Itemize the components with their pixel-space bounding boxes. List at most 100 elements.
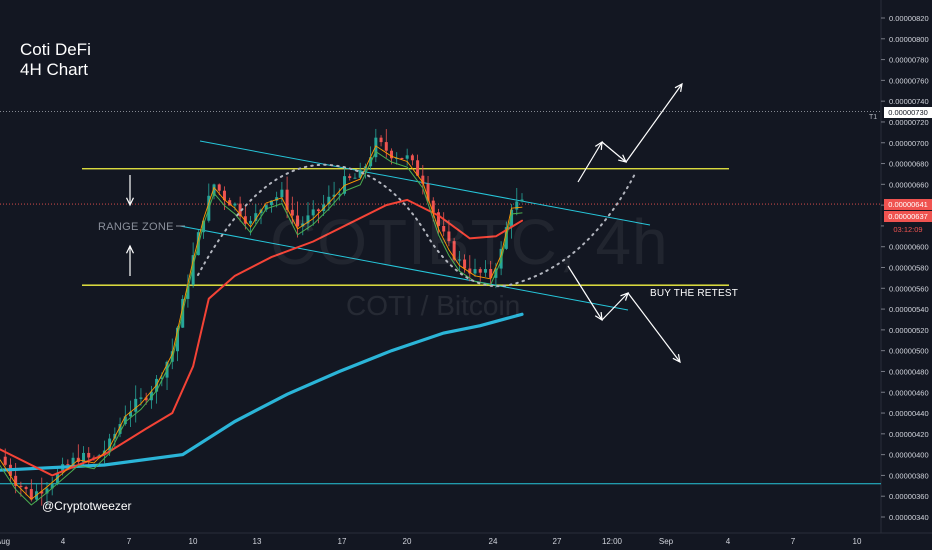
- candle-body: [87, 452, 91, 458]
- candle-body: [478, 269, 482, 273]
- price-tick-label: 0.00000720: [889, 118, 929, 127]
- descending-channel: [179, 140, 651, 311]
- candle-body: [3, 456, 7, 465]
- range-up-arrow-head: [125, 244, 135, 254]
- price-tick-label: 0.00000820: [889, 14, 929, 23]
- candle-body: [400, 157, 404, 159]
- candle-body: [442, 226, 446, 232]
- channel-upper-line: [199, 140, 651, 226]
- candle-body: [186, 284, 190, 299]
- countdown-tag: 03:12:09: [884, 224, 932, 235]
- buy-retest-label: BUY THE RETEST: [650, 288, 739, 299]
- time-tick-label: 12:00: [602, 537, 623, 546]
- candle-body: [520, 199, 524, 202]
- candle-body: [191, 255, 195, 285]
- chart-title: Coti DeFi 4H Chart: [20, 40, 91, 80]
- candle-body: [436, 212, 440, 227]
- time-tick-label: 10: [853, 537, 862, 546]
- price-tick-label: 0.00000500: [889, 347, 929, 356]
- candle-body: [353, 177, 357, 179]
- candle-body: [149, 391, 153, 401]
- chart-title-line2: 4H Chart: [20, 60, 89, 79]
- candle-body: [510, 209, 514, 228]
- time-axis[interactable]: Aug 4 7 10 13 17 20 24 27 12:00 Sep 4 7 10: [0, 537, 862, 546]
- candle-body: [29, 489, 33, 500]
- candle-body: [426, 183, 430, 201]
- candle-body: [416, 160, 420, 176]
- user-drawings: [125, 82, 683, 364]
- candle-body: [457, 259, 461, 261]
- t1-price-tag: 0.00000730: [884, 107, 932, 118]
- candle-body: [379, 137, 383, 143]
- time-tick-label: 17: [338, 537, 347, 546]
- price-tick-label: 0.00000420: [889, 430, 929, 439]
- candle-body: [431, 200, 435, 213]
- ema-price-tag: 0.00000637: [884, 211, 932, 222]
- candle-body: [452, 241, 456, 260]
- candle-body: [14, 475, 18, 486]
- price-tick-label: 0.00000520: [889, 326, 929, 335]
- level-lines: [0, 111, 881, 485]
- symbol-watermark: COTIBTC, 4h: [270, 206, 669, 278]
- pair-watermark: COTI / Bitcoin: [346, 290, 521, 321]
- ema-mid-line: [0, 198, 523, 477]
- candle-body: [118, 424, 122, 434]
- candle-body: [316, 209, 320, 212]
- candle-body: [483, 269, 487, 273]
- target-label: T1: [869, 114, 878, 121]
- candle-body: [71, 457, 75, 466]
- price-tick-label: 0.00000740: [889, 97, 929, 106]
- candle-body: [515, 201, 519, 210]
- candle-body: [217, 184, 221, 191]
- range-zone-label: RANGE ZONE: [98, 221, 174, 233]
- candle-body: [212, 184, 216, 196]
- candle-body: [306, 215, 310, 224]
- candle-body: [473, 269, 477, 274]
- candle-body: [24, 486, 28, 490]
- candle-body: [384, 142, 388, 151]
- candle-body: [374, 137, 378, 158]
- candle-body: [358, 170, 362, 178]
- price-tick-label: 0.00000800: [889, 35, 929, 44]
- candle-body: [254, 213, 258, 221]
- candle-body: [238, 203, 242, 217]
- time-tick-label: 7: [791, 537, 796, 546]
- candle-body: [160, 377, 164, 379]
- candle-body: [129, 411, 132, 417]
- price-tick-label: 0.00000700: [889, 139, 929, 148]
- price-tick-label: 0.00000580: [889, 264, 929, 273]
- candle-body: [19, 485, 23, 487]
- candle-body: [123, 416, 127, 425]
- candle-body: [463, 259, 467, 269]
- price-tick-label: 0.00000560: [889, 284, 929, 293]
- chart-grid: [0, 0, 932, 534]
- candle-body: [264, 205, 268, 210]
- candle-body: [275, 197, 279, 201]
- candle-body: [405, 155, 409, 159]
- down-arrow-1: [601, 141, 627, 163]
- candle-body: [249, 220, 253, 224]
- ema-slow-line: [0, 312, 524, 472]
- time-tick-label: Aug: [0, 537, 10, 546]
- candle-body: [301, 223, 305, 227]
- price-tick-label: 0.00000460: [889, 388, 929, 397]
- candle-body: [468, 268, 472, 274]
- candle-body: [108, 438, 112, 451]
- time-tick-label: 20: [403, 537, 412, 546]
- range-down-arrow-head: [125, 197, 135, 207]
- moving-averages: [0, 145, 524, 506]
- price-tick-label: 0.00000680: [889, 160, 929, 169]
- time-tick-label: 24: [489, 537, 498, 546]
- candle-body: [489, 269, 493, 278]
- candle-body: [410, 155, 414, 161]
- candle-body: [139, 397, 143, 399]
- candle-body: [421, 175, 425, 184]
- candle-body: [327, 196, 331, 205]
- candle-body: [170, 351, 174, 362]
- author-handle: @Cryptotweezer: [42, 499, 132, 513]
- time-tick-label: Sep: [659, 537, 674, 546]
- time-tick-label: 4: [61, 537, 66, 546]
- breakdown-arrow-head: [672, 354, 681, 364]
- candle-body: [243, 216, 247, 224]
